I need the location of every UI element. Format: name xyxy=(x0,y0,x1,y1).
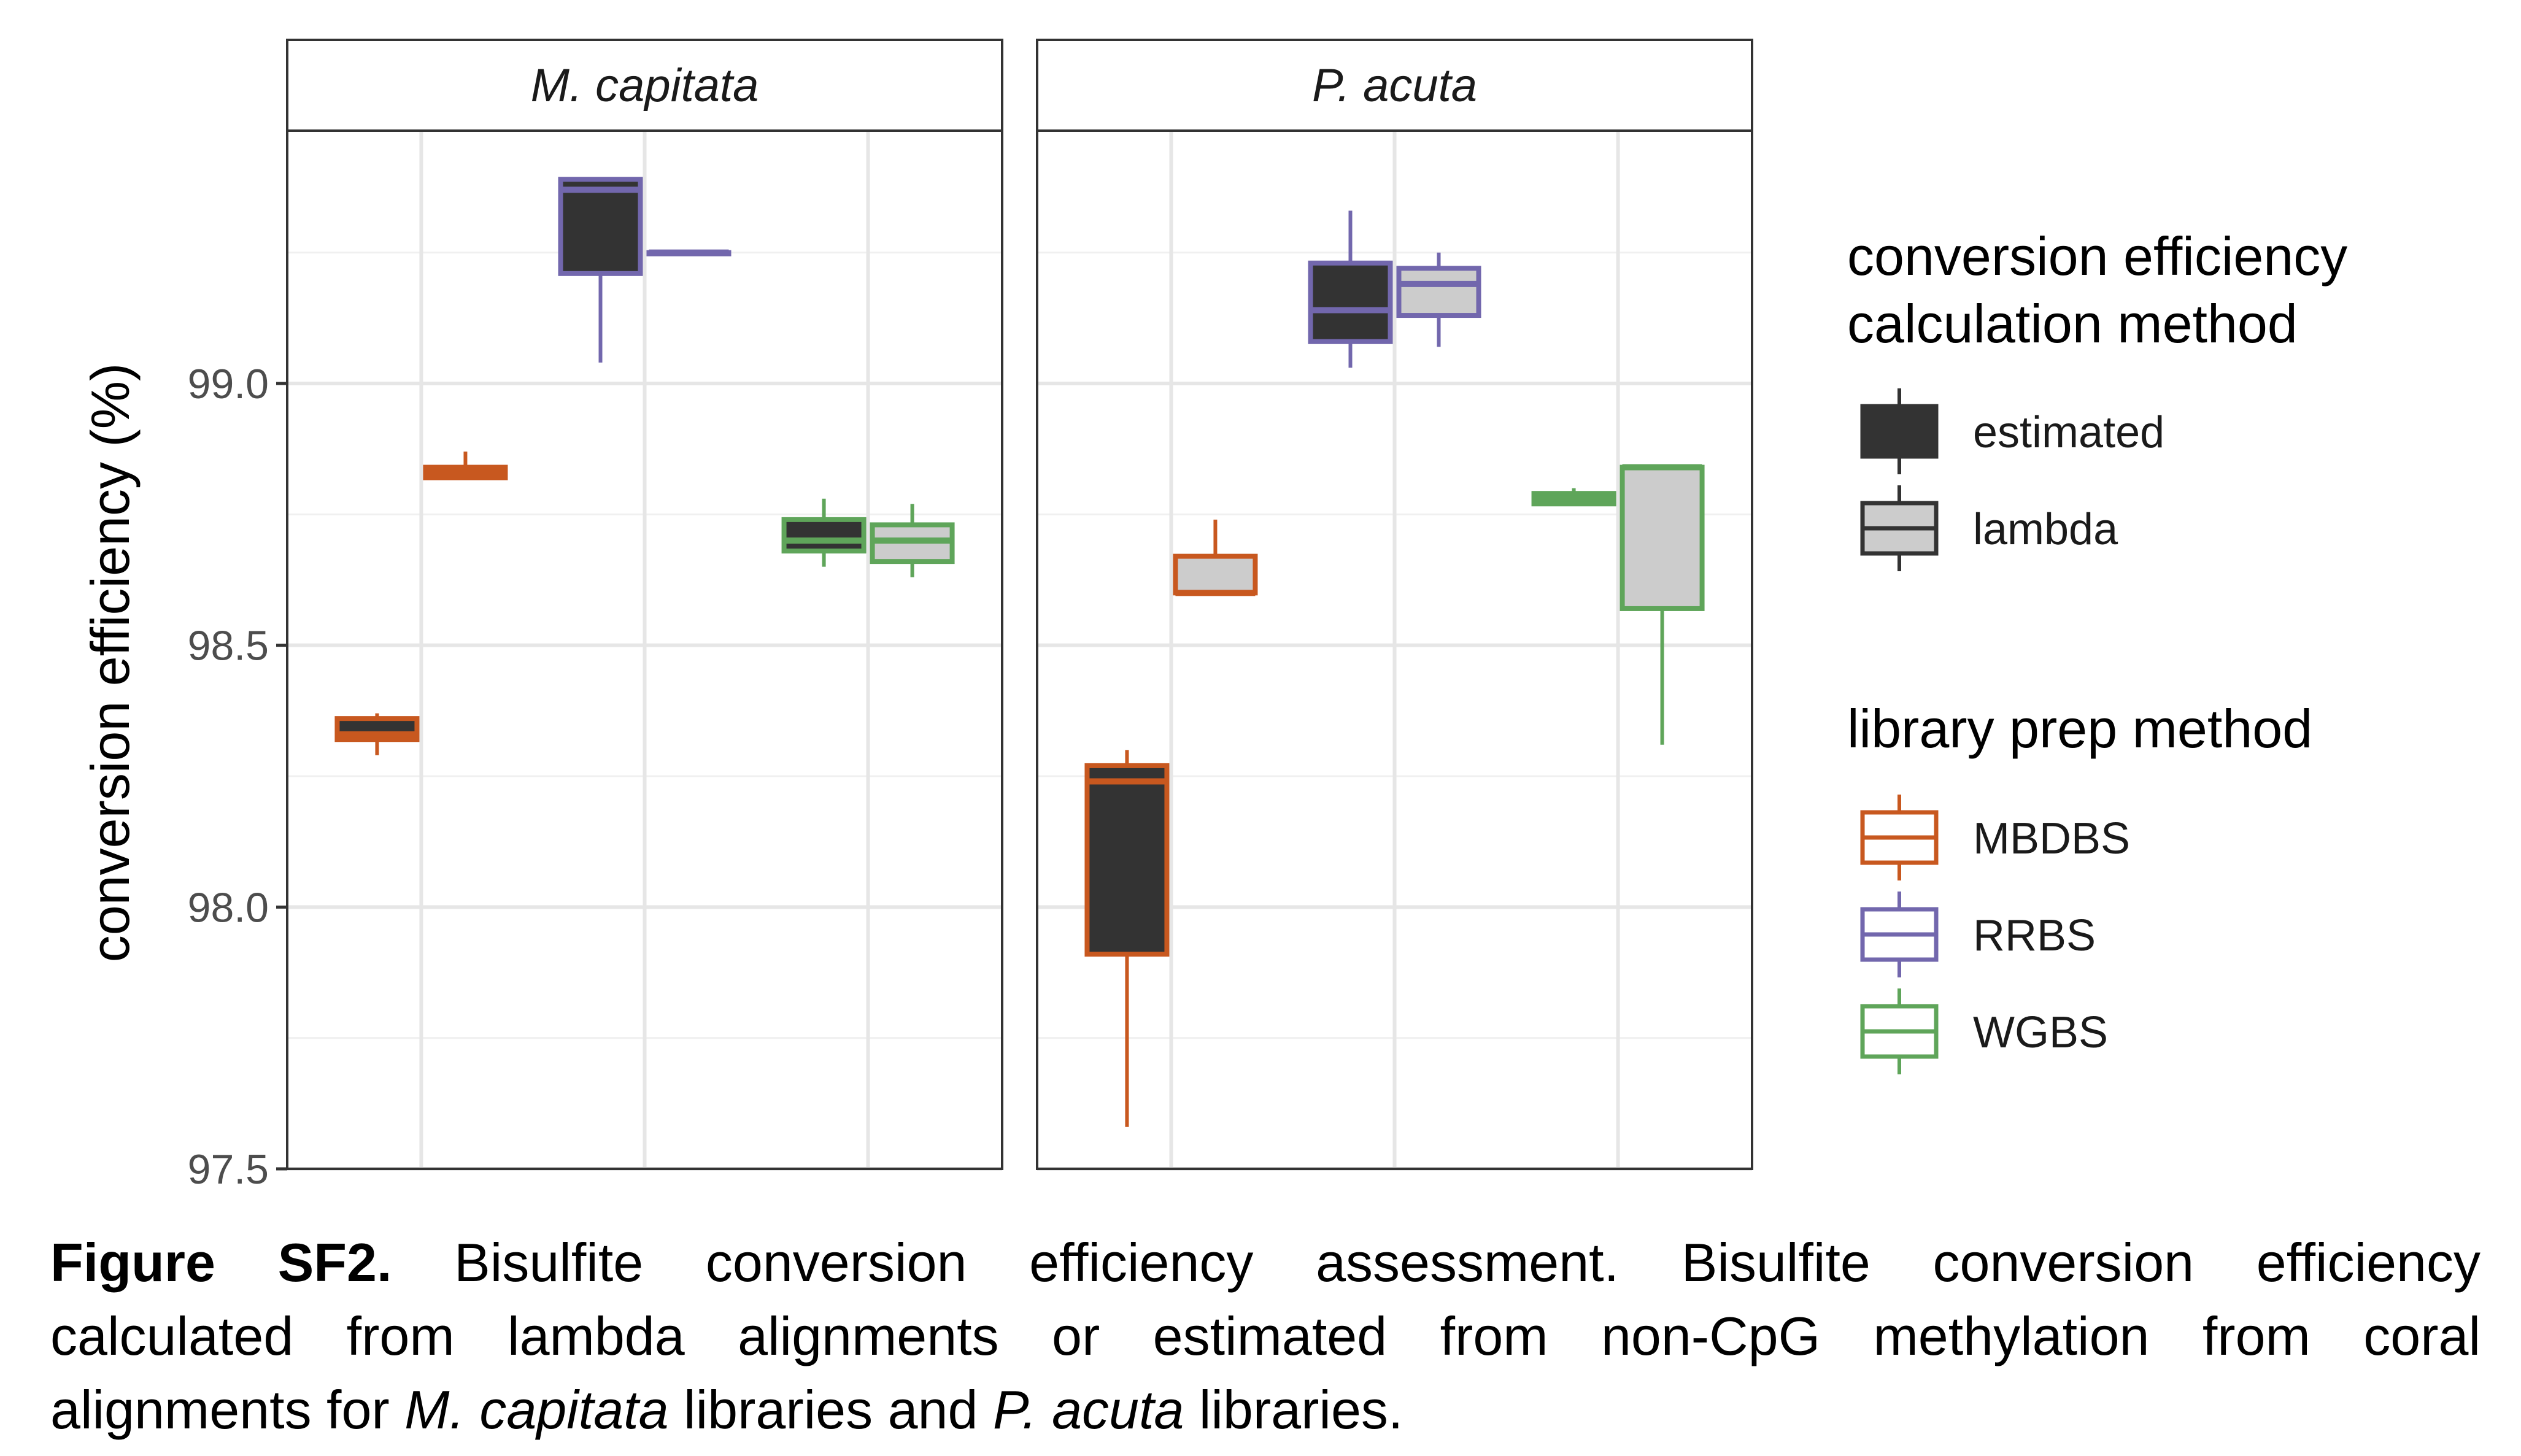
box-mbdbs-lambda xyxy=(423,451,508,480)
caption-line-3: alignments for M. capitata libraries and… xyxy=(50,1373,2480,1447)
panel-strip xyxy=(286,39,1003,132)
panel-strip-label: P. acuta xyxy=(1312,60,1477,112)
legend-fill-title-line-1: conversion efficiency xyxy=(1847,226,2347,287)
box-mbdbs-estimated xyxy=(334,713,420,755)
panel-1: M. capitata xyxy=(286,39,1003,1171)
y-tick-label: 98.5 xyxy=(188,623,269,669)
legend-key-rrbs: RRBS xyxy=(1860,892,2096,977)
panel-strip xyxy=(1036,39,1753,132)
caption-text-3a: alignments for xyxy=(50,1379,405,1440)
box-rrbs-lambda xyxy=(1396,252,1481,347)
legend-label-lambda: lambda xyxy=(1973,505,2118,554)
legend-label-wgbs: WGBS xyxy=(1973,1008,2108,1057)
box-wgbs-lambda xyxy=(1620,464,1705,745)
box-mbdbs-estimated xyxy=(1084,750,1170,1127)
legend-label-rrbs: RRBS xyxy=(1973,911,2096,960)
figure-chart: M. capitata P. acuta 97.5 98.0 98.5 99.0 con… xyxy=(80,39,2347,1193)
box-wgbs-estimated xyxy=(781,498,867,567)
caption-species-2: P. acuta xyxy=(992,1379,1184,1440)
legend-key-lambda: lambda xyxy=(1860,485,2118,571)
y-axis: 97.5 98.0 98.5 99.0 xyxy=(188,361,287,1193)
caption-text-1: Bisulfite conversion efficiency assessme… xyxy=(392,1232,2480,1293)
y-tick-label: 98.0 xyxy=(188,884,269,931)
box-body xyxy=(1173,553,1258,596)
box-mbdbs-lambda xyxy=(1173,519,1258,596)
legend-key-estimated: estimated xyxy=(1860,388,2164,474)
box-wgbs-lambda xyxy=(870,504,955,577)
box-wgbs-estimated xyxy=(1531,488,1616,507)
box-rrbs-estimated xyxy=(558,177,643,363)
y-tick-label: 97.5 xyxy=(188,1146,269,1193)
box-rrbs-lambda xyxy=(646,249,732,256)
box-body xyxy=(1396,266,1481,318)
legend-key-mbdbs: MBDBS xyxy=(1860,795,2130,880)
caption-text-3c: libraries. xyxy=(1184,1379,1403,1440)
box-body xyxy=(781,517,867,554)
legend-label-estimated: estimated xyxy=(1973,408,2164,457)
caption-text-3b: libraries and xyxy=(668,1379,993,1440)
box-body xyxy=(558,177,643,276)
panel-border xyxy=(1036,129,1753,1170)
caption-line-1: Figure SF2. Bisulfite conversion efficie… xyxy=(50,1226,2480,1300)
panel-2: P. acuta xyxy=(1036,39,1753,1171)
legend-color-title: library prep method xyxy=(1847,698,2312,759)
caption-line-2: calculated from lambda alignments or est… xyxy=(50,1306,2480,1366)
box-body xyxy=(1620,464,1705,611)
box-rrbs-estimated xyxy=(1308,210,1393,368)
box-body xyxy=(1308,260,1393,344)
chart-panels: M. capitata P. acuta xyxy=(286,39,1753,1171)
legend-label-mbdbs: MBDBS xyxy=(1973,814,2130,863)
caption-label: Figure SF2. xyxy=(50,1232,392,1293)
figure-caption: Figure SF2. Bisulfite conversion efficie… xyxy=(50,1226,2480,1447)
panel-strip-label: M. capitata xyxy=(531,60,759,112)
panel-border xyxy=(286,129,1003,1170)
caption-species-1: M. capitata xyxy=(404,1379,669,1440)
y-tick-label: 99.0 xyxy=(188,361,269,407)
legend-key-wgbs: WGBS xyxy=(1860,988,2108,1074)
legend-fill-title-line-2: calculation method xyxy=(1847,293,2298,354)
y-axis-label: conversion efficiency (%) xyxy=(80,363,141,963)
box-body xyxy=(1084,763,1170,957)
